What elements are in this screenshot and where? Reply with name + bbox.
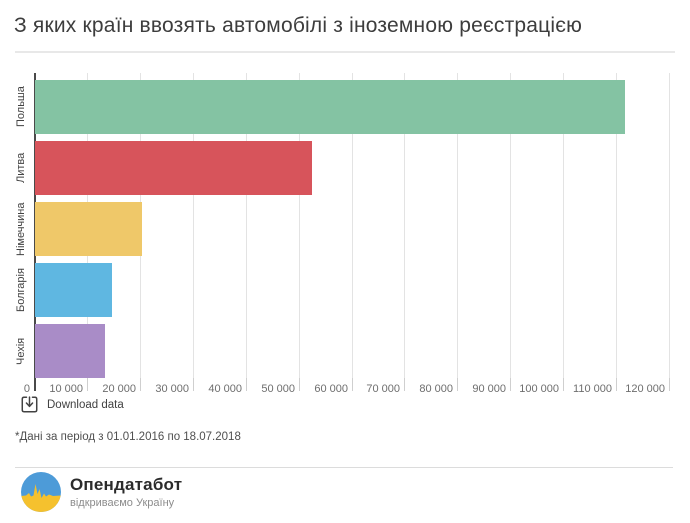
x-tick-mark xyxy=(140,378,141,391)
brand-text: Опендатабот відкриваємо Україну xyxy=(70,475,182,509)
category-label: Польша xyxy=(15,86,27,128)
x-tick-mark xyxy=(299,378,300,391)
period-footnote: *Дані за період з 01.01.2016 по 18.07.20… xyxy=(15,431,241,443)
x-tick-label: 80 000 xyxy=(419,383,453,395)
x-tick-label: 100 000 xyxy=(519,383,559,395)
x-tick-label: 60 000 xyxy=(314,383,348,395)
x-tick-label: 70 000 xyxy=(366,383,400,395)
x-tick-label: 20 000 xyxy=(102,383,136,395)
title-divider xyxy=(15,51,675,53)
gridline xyxy=(616,73,617,378)
gridline xyxy=(457,73,458,378)
x-tick-label: 0 xyxy=(23,383,30,395)
gridline xyxy=(510,73,511,378)
download-label: Download data xyxy=(47,398,124,411)
brand-tagline: відкриваємо Україну xyxy=(70,497,175,509)
gridline xyxy=(299,73,300,378)
x-tick-mark xyxy=(616,378,617,391)
x-tick-mark xyxy=(563,378,564,391)
page-title: З яких країн ввозять автомобілі з інозем… xyxy=(14,14,583,37)
x-tick-label: 90 000 xyxy=(472,383,506,395)
x-tick-mark xyxy=(404,378,405,391)
x-tick-mark xyxy=(510,378,511,391)
plot-area xyxy=(35,73,670,378)
chart-bar-1[interactable] xyxy=(35,80,625,134)
x-tick-label: 110 000 xyxy=(573,383,612,395)
opendatabot-branding: Опендатабот відкриваємо Україну xyxy=(21,472,182,512)
chart-bar-4[interactable] xyxy=(35,263,112,317)
x-tick-label: 50 000 xyxy=(261,383,295,395)
x-tick-mark xyxy=(669,378,670,391)
gridline xyxy=(563,73,564,378)
category-label: Німеччина xyxy=(15,202,27,256)
chart-bar-2[interactable] xyxy=(35,141,312,195)
x-tick-label: 40 000 xyxy=(208,383,242,395)
category-label: Чехія xyxy=(15,337,27,365)
x-tick-label: 30 000 xyxy=(155,383,189,395)
x-tick-mark xyxy=(246,378,247,391)
download-data-link[interactable]: Download data xyxy=(21,396,124,413)
x-tick-mark xyxy=(457,378,458,391)
chart-bar-3[interactable] xyxy=(35,202,142,256)
x-tick-mark xyxy=(87,378,88,391)
footer-divider xyxy=(15,467,673,468)
gridline xyxy=(352,73,353,378)
download-icon xyxy=(21,396,38,413)
category-label: Болгарія xyxy=(15,268,27,312)
bar-chart: 0 10 000 20 000 30 000 40 000 50 000 60 000 70 … xyxy=(0,60,690,405)
gridline xyxy=(246,73,247,378)
gridline xyxy=(193,73,194,378)
chart-bar-5[interactable] xyxy=(35,324,105,378)
opendatabot-logo-icon xyxy=(21,472,61,512)
category-label: Литва xyxy=(15,152,27,184)
gridline xyxy=(669,73,670,378)
x-tick-label: 10 000 xyxy=(49,383,83,395)
x-tick-mark xyxy=(352,378,353,391)
gridline xyxy=(404,73,405,378)
x-tick-mark xyxy=(193,378,194,391)
x-tick-label: 120 000 xyxy=(625,383,665,395)
brand-name: Опендатабот xyxy=(70,475,183,494)
